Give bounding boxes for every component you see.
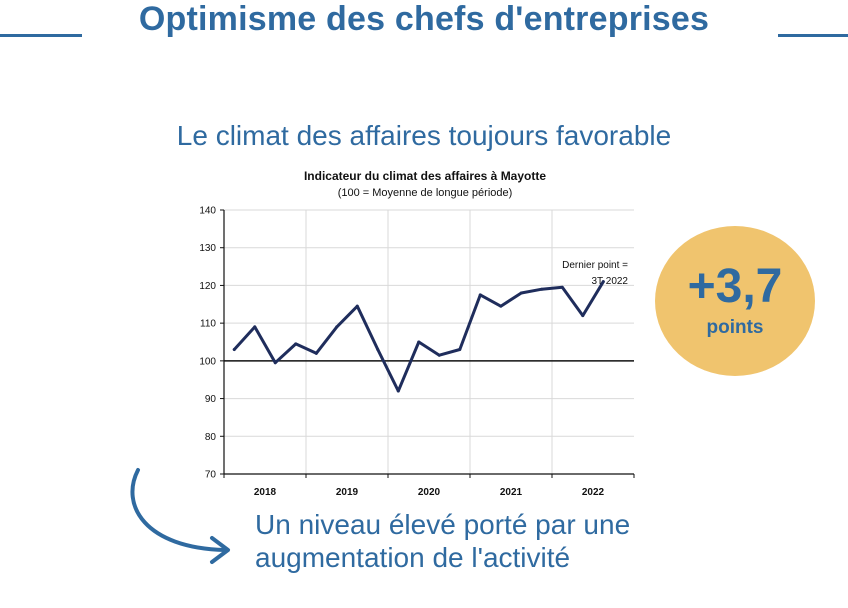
x-tick-label: 2020	[418, 487, 441, 498]
y-tick-label: 80	[205, 432, 217, 443]
frame-line-right	[778, 34, 848, 37]
data-point	[601, 280, 605, 284]
data-point	[478, 293, 482, 297]
y-tick-label: 130	[199, 243, 216, 254]
data-point	[458, 348, 462, 352]
x-tick-label: 2018	[254, 487, 277, 498]
data-point	[253, 325, 257, 329]
x-tick-label: 2021	[500, 487, 523, 498]
data-point	[294, 342, 298, 346]
annotation-line1: Dernier point =	[562, 260, 628, 271]
data-point	[396, 389, 400, 393]
footer-text: Un niveau élevé porté par une augmentati…	[255, 508, 815, 574]
x-tick-label: 2019	[336, 487, 359, 498]
data-point	[355, 304, 359, 308]
y-tick-label: 90	[205, 394, 217, 405]
change-badge: +3,7 points	[655, 226, 815, 376]
data-point	[273, 361, 277, 365]
chart-title: Indicateur du climat des affaires à Mayo…	[304, 169, 546, 183]
annotation-line2: 3T 2022	[591, 276, 628, 287]
data-point	[519, 291, 523, 295]
footer-line1: Un niveau élevé porté par une	[255, 509, 631, 540]
data-point	[540, 287, 544, 291]
y-tick-label: 110	[200, 319, 216, 330]
data-point	[314, 351, 318, 355]
y-tick-label: 120	[199, 281, 216, 292]
chart-subtitle: (100 = Moyenne de longue période)	[338, 187, 513, 199]
data-point	[437, 353, 441, 357]
data-point	[581, 314, 585, 318]
y-tick-label: 70	[205, 470, 217, 481]
data-point	[232, 348, 236, 352]
badge-unit: points	[706, 317, 764, 338]
y-tick-label: 140	[199, 206, 216, 217]
frame-line-left	[0, 34, 82, 37]
badge-value: +3,7	[687, 260, 783, 313]
data-point	[499, 304, 503, 308]
x-tick-label: 2022	[582, 487, 605, 498]
data-point	[376, 348, 380, 352]
data-point	[417, 340, 421, 344]
subtitle: Le climat des affaires toujours favorabl…	[176, 120, 672, 151]
data-point	[560, 285, 564, 289]
data-point	[335, 325, 339, 329]
footer-line2: augmentation de l'activité	[255, 542, 571, 573]
y-tick-label: 100	[199, 356, 216, 367]
page-title: Optimisme des chefs d'entreprises	[138, 0, 710, 38]
